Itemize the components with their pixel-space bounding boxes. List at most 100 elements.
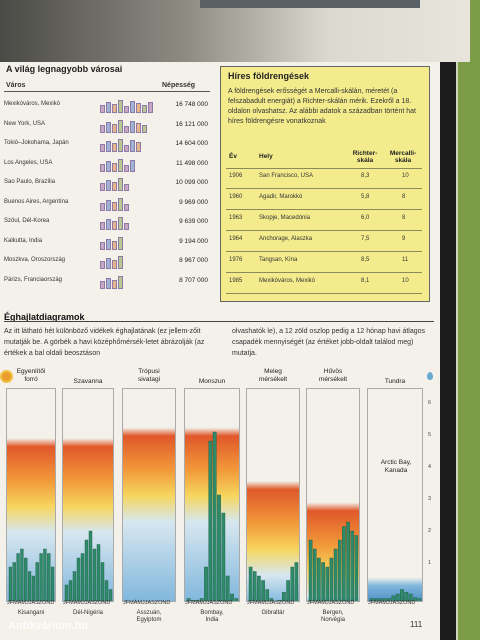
place-label: Bergen, Norvégia [320, 610, 345, 623]
building-icon [118, 119, 123, 133]
rainfall-bar [294, 562, 299, 601]
city-population: 9 969 000 [179, 198, 208, 206]
rainfall-bar [88, 530, 93, 601]
building-icon [112, 221, 117, 230]
rainfall-bar [170, 600, 175, 601]
city-population: 10 099 000 [175, 179, 208, 186]
building-icon [100, 280, 105, 289]
building-icon [106, 180, 111, 191]
city-name: Buenos Aires, Argentína [4, 198, 69, 205]
rainfall-bar [230, 593, 234, 601]
month-axis-label: JFMÁMJJASZOND [307, 600, 355, 606]
rainfall-bar [265, 589, 270, 601]
building-icon [106, 277, 111, 289]
rainfall-bar [354, 535, 359, 601]
climate-panel [184, 388, 240, 602]
eq-cell-place: San Francisco, USA [259, 173, 314, 179]
building-icon [112, 104, 117, 113]
building-icon [136, 103, 141, 113]
building-icon [118, 197, 123, 211]
rainfall-bar [212, 431, 217, 601]
building-icon [100, 144, 105, 152]
building-icon [130, 120, 135, 133]
rain-scale-tick: 2 [428, 528, 432, 534]
building-icon [100, 105, 105, 113]
building-icon [124, 145, 129, 152]
rainfall-bar [321, 562, 325, 601]
climate-panel [122, 388, 176, 602]
rainfall-bar [369, 598, 374, 601]
eq-rule [226, 251, 422, 252]
rainfall-bar [96, 544, 101, 601]
city-row: Los Angeles, USA 11 498 000 [4, 156, 210, 174]
building-icon [112, 143, 117, 152]
eq-cell-place: Skopje, Macedónia [259, 215, 311, 221]
building-icon [118, 139, 123, 152]
eq-cell-year: 1906 [229, 173, 243, 179]
eq-rule [226, 188, 422, 189]
eq-cell-year: 1976 [229, 257, 243, 263]
month-axis-label: JFMÁMJJASZOND [185, 600, 233, 606]
rainfall-bar [8, 566, 13, 601]
month-axis-label: JFMÁMJJASZOND [368, 600, 416, 606]
rainfall-bar [387, 598, 391, 601]
rainfall-bar [282, 591, 286, 601]
building-icon [100, 183, 105, 191]
city-population: 16 748 000 [175, 101, 208, 108]
rainfall-bar [374, 598, 378, 601]
building-icon [106, 160, 111, 172]
building-icon [112, 201, 117, 211]
eq-head-year: Év [229, 153, 237, 160]
city-name: New York, USA [4, 120, 46, 127]
rainfall-bar [20, 548, 24, 601]
eq-cell-place: Anchorage, Alaszka [259, 236, 313, 242]
rainfall-bar [84, 539, 89, 601]
climate-text-right: olvashatók le), a 12 zöld oszlop pedig a… [232, 328, 426, 357]
top-photo [0, 0, 470, 62]
city-name: Szöul, Dél-Korea [4, 218, 50, 224]
eq-rule [226, 209, 422, 210]
city-name: Mexikóváros, Mexikó [4, 101, 61, 107]
building-icon [130, 140, 135, 152]
building-icon [148, 102, 153, 113]
climate-panel: Arctic Bay, Kanada [367, 388, 423, 602]
earthquake-box [220, 66, 430, 302]
city-name: Tokió–Jokohama, Japán [4, 140, 69, 146]
building-icon [136, 142, 141, 152]
climate-panel [6, 388, 56, 602]
rainfall-bar [39, 553, 43, 601]
city-row: Szöul, Dél-Korea 9 639 000 [4, 214, 210, 232]
city-row: New York, USA 16 121 000 [4, 117, 210, 135]
rain-scale-tick: 3 [428, 496, 432, 502]
climate-panel [62, 388, 114, 602]
photo-strip [200, 0, 420, 8]
rainfall-bar [92, 548, 97, 601]
city-name: Kalkutta, India [4, 237, 43, 244]
rainfall-bar [76, 557, 81, 601]
rainfall-bar [47, 553, 51, 601]
eq-cell-year: 1985 [229, 278, 243, 284]
rainfall-bar [277, 600, 282, 601]
place-label: Dél-Nigéria [72, 610, 103, 616]
climate-text-left: Az itt látható hét különböző vidékek égh… [4, 328, 205, 357]
rainfall-bar [108, 589, 113, 601]
rainfall-bar [417, 598, 422, 601]
population-column-header: Népesség [162, 82, 196, 89]
eq-cell-year: 1960 [229, 194, 243, 200]
building-icon [106, 219, 111, 230]
rainfall-bar [269, 598, 274, 601]
place-label: Gibraltár [261, 610, 285, 616]
building-icon [100, 222, 105, 230]
city-population: 9 639 000 [179, 218, 208, 225]
rainfall-bar [317, 557, 321, 601]
month-axis-label: JFMÁMJJASZOND [247, 600, 295, 606]
eq-cell-mercalli: 10 [402, 278, 409, 284]
eq-cell-place: Agadir, Marokkó [259, 194, 303, 200]
city-column-header: Város [6, 82, 26, 89]
building-icon [106, 141, 111, 152]
climate-title: Éghajlatdiagramok [4, 312, 85, 322]
building-icon [112, 123, 117, 133]
rainfall-bar [408, 593, 413, 601]
city-name: Párizs, Franciaország [4, 276, 63, 283]
month-axis-label: JFMÁMJJASZOND [63, 600, 111, 606]
